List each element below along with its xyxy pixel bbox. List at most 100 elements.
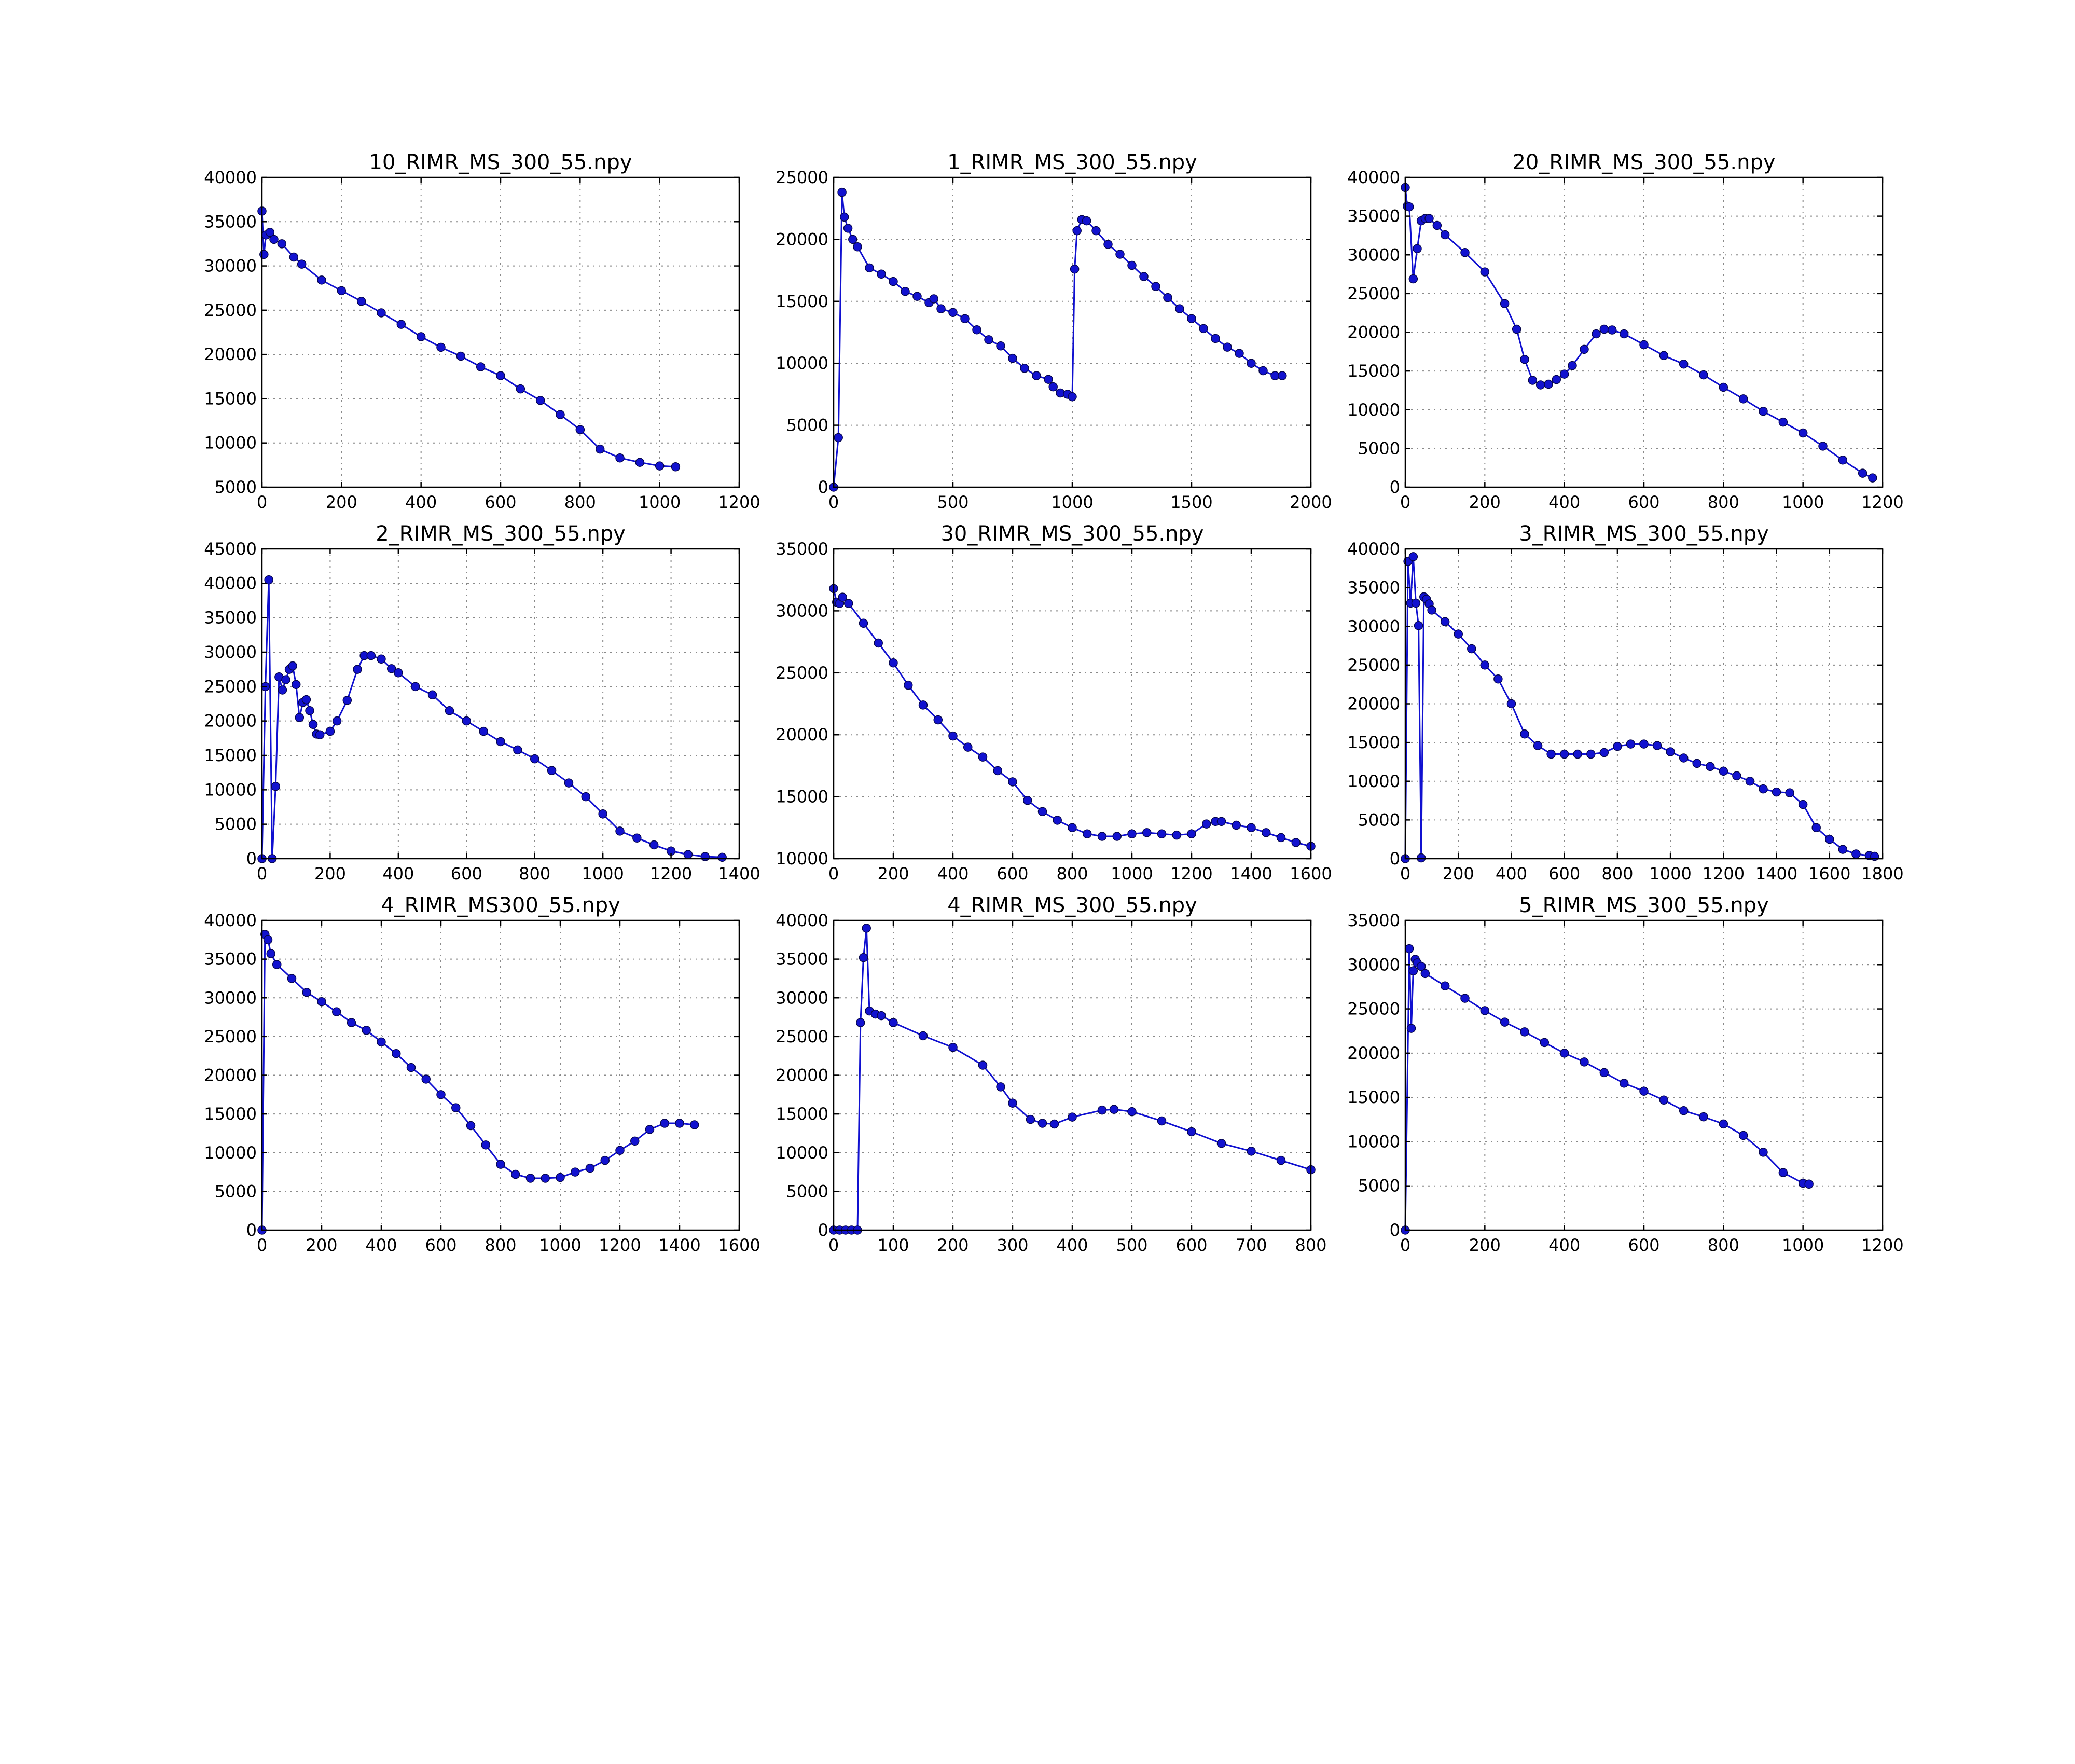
y-tick-label: 25000: [204, 677, 257, 696]
data-point: [1607, 325, 1617, 335]
data-point: [645, 1125, 655, 1134]
data-point: [929, 294, 938, 304]
data-point: [675, 1119, 684, 1128]
data-point: [1692, 759, 1702, 768]
data-point: [1247, 359, 1256, 368]
x-tick-label: 0: [257, 864, 267, 884]
data-point: [1053, 816, 1062, 825]
data-point: [1699, 1112, 1708, 1122]
data-point: [1540, 1038, 1550, 1048]
x-tick-label: 1000: [582, 864, 624, 884]
data-point: [291, 680, 301, 690]
x-tick-label: 600: [1548, 864, 1580, 884]
data-point: [1599, 1068, 1609, 1078]
x-tick-label: 800: [485, 1235, 516, 1255]
data-point: [655, 461, 665, 471]
y-tick-label: 0: [246, 849, 257, 869]
x-tick-label: 1200: [1170, 864, 1212, 884]
data-point: [1068, 1112, 1077, 1122]
y-tick-label: 10000: [204, 433, 257, 453]
data-point: [1613, 741, 1622, 751]
data-point: [1008, 1098, 1017, 1108]
data-point: [1679, 753, 1689, 763]
y-tick-label: 25000: [776, 663, 828, 683]
data-point: [1157, 1116, 1167, 1126]
y-tick-label: 20000: [1347, 694, 1400, 714]
y-tick-label: 0: [1390, 849, 1400, 869]
data-point: [1127, 829, 1137, 838]
data-point: [513, 745, 522, 755]
data-point: [445, 706, 454, 715]
y-tick-label: 25000: [204, 300, 257, 320]
data-point: [571, 1167, 580, 1177]
data-point: [1097, 832, 1107, 841]
data-point: [315, 730, 325, 739]
data-point: [1172, 830, 1181, 840]
x-tick-label: 200: [1469, 492, 1501, 512]
data-point: [396, 320, 406, 329]
data-point: [1838, 845, 1848, 854]
x-tick-label: 1000: [1782, 492, 1824, 512]
y-tick-label: 5000: [215, 477, 257, 497]
data-point: [427, 690, 437, 700]
subplot-7: 0 200 400 600 800 1000 1200 1400 1600 0 5000 10000 1…: [204, 893, 760, 1255]
subplot-6: 0 200 400 600 800 1000 1200 1400 1600 1800 0 5000 10…: [1347, 522, 1904, 884]
y-tick-label: 20000: [776, 725, 828, 745]
data-point: [837, 187, 847, 197]
y-tick-label: 10000: [204, 780, 257, 800]
data-point: [1500, 1017, 1510, 1027]
series-line: [834, 928, 1311, 1231]
data-point: [1580, 1057, 1589, 1067]
data-point: [615, 826, 625, 836]
data-point: [456, 351, 466, 361]
data-point: [848, 235, 857, 244]
data-point: [635, 458, 645, 467]
data-point: [1467, 644, 1476, 654]
data-point: [1175, 304, 1184, 313]
data-point: [1258, 366, 1268, 376]
data-point: [889, 658, 898, 668]
data-point: [1247, 823, 1256, 833]
data-point: [317, 997, 326, 1007]
data-point: [342, 696, 352, 705]
data-point: [1798, 800, 1808, 809]
data-point: [1187, 314, 1196, 323]
data-point: [1706, 762, 1715, 771]
x-tick-label: 0: [828, 492, 839, 512]
x-tick-label: 800: [1708, 492, 1739, 512]
data-point: [1480, 660, 1490, 670]
y-tick-label: 30000: [776, 988, 828, 1008]
data-point: [1109, 1105, 1119, 1114]
data-point: [541, 1174, 550, 1183]
x-tick-label: 1200: [718, 492, 760, 512]
data-point: [271, 781, 281, 791]
x-tick-label: 800: [1056, 864, 1088, 884]
x-tick-label: 0: [828, 1235, 839, 1255]
y-tick-label: 15000: [204, 746, 257, 765]
y-tick-label: 0: [1390, 1220, 1400, 1240]
data-point: [1008, 353, 1017, 363]
data-point: [1032, 371, 1041, 380]
subplot-3: 0 200 400 600 800 1000 1200 0 5000 10000 15000 2000…: [1347, 150, 1904, 512]
data-point: [630, 1136, 640, 1146]
data-point: [865, 263, 874, 273]
data-point: [972, 325, 981, 335]
data-point: [1738, 1131, 1748, 1140]
x-tick-label: 200: [306, 1235, 337, 1255]
y-tick-label: 20000: [776, 229, 828, 249]
x-tick-label: 1000: [639, 492, 681, 512]
data-point: [581, 792, 591, 802]
data-point: [1778, 1168, 1788, 1177]
data-point: [1666, 747, 1675, 756]
data-point: [690, 1120, 699, 1129]
data-point: [1103, 240, 1113, 249]
x-tick-label: 200: [1443, 864, 1474, 884]
data-point: [289, 252, 299, 262]
x-tick-label: 400: [365, 1235, 397, 1255]
data-point: [1211, 334, 1220, 343]
x-tick-label: 400: [1548, 492, 1580, 512]
x-tick-label: 0: [1400, 1235, 1410, 1255]
data-point: [366, 651, 376, 660]
x-tick-label: 200: [314, 864, 346, 884]
data-point: [978, 1060, 988, 1070]
